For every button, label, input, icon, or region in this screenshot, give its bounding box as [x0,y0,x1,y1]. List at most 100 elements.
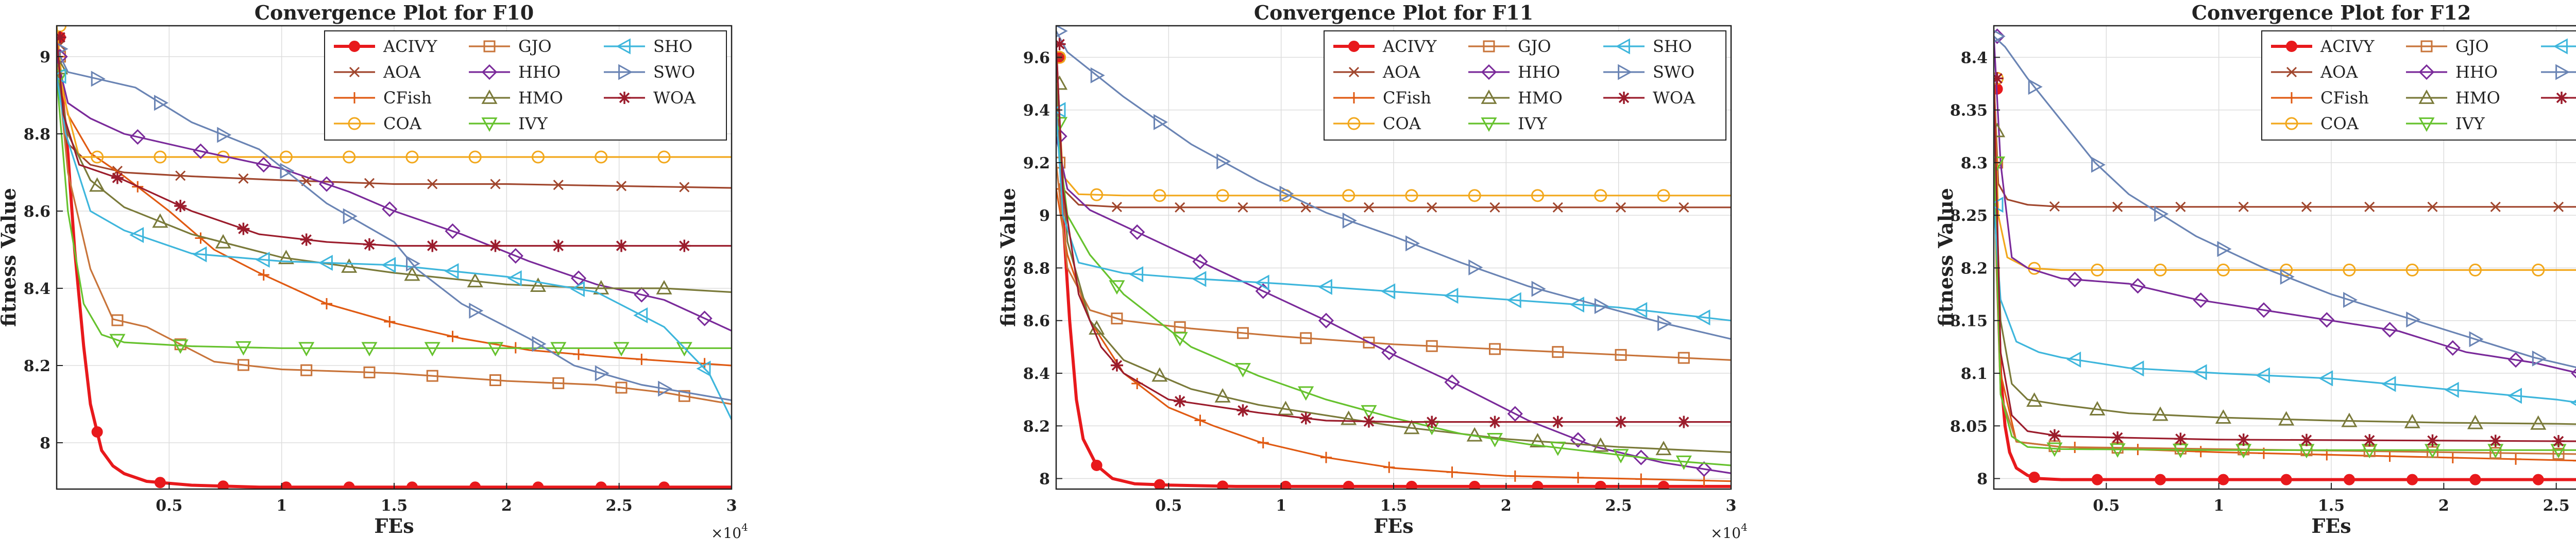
legend-item-aoa: AOA [2271,62,2358,82]
series-marker-hmo [215,234,231,249]
x-tick-label: 3 [1726,497,1737,515]
series-marker-swo [2091,157,2106,173]
series-marker-acivy [280,481,292,489]
legend-marker [2285,117,2298,130]
legend-item-aoa: AOA [1333,62,1420,82]
series-marker-woa [1994,72,2004,85]
series-marker-swo [1405,235,1420,252]
legend-label: WOA [1653,88,1696,108]
series-marker-hho [2571,368,2576,378]
series-marker-aoa [2364,201,2375,212]
x-axis-label: FEs [374,514,414,537]
series-marker-coa [657,150,671,164]
series-marker-coa [1594,189,1607,202]
legend-item-hho: HHO [469,62,561,82]
series-marker-sho [1569,297,1584,313]
series-marker-woa [2174,432,2187,445]
legend-marker [2555,64,2570,80]
y-tick-label: 8.2 [1023,418,1050,436]
chart-panel-3: 0.511.522.5388.058.18.158.28.258.38.358.… [1934,1,2576,537]
series-marker-woa [111,171,124,184]
series-marker-swo [1342,212,1357,229]
legend-item-hmo: HMO [2406,88,2500,108]
series-marker-sho [2255,367,2270,384]
series-marker-swo [91,71,106,87]
series-marker-aoa [2490,201,2501,212]
series-marker-hmo [1529,433,1546,448]
series-marker-acivy [2217,474,2229,485]
legend-label: HHO [1518,62,1560,82]
series-marker-aoa [364,178,375,188]
series-marker-cfish [321,298,332,309]
series-marker-swo [2028,79,2043,95]
series-marker-woa [300,233,313,246]
series-marker-swo [343,208,358,224]
series-marker-hmo [89,177,106,192]
series-marker-gjo [489,374,501,386]
legend-marker [1481,64,1497,80]
series-marker-gjo [1426,340,1438,352]
legend-label: GJO [1518,37,1551,56]
y-tick-label: 8 [40,435,50,453]
x-axis-label: FEs [2311,514,2351,537]
series-marker-hho [1570,432,1586,448]
series-marker-woa [1551,415,1564,428]
series-marker-sho [507,270,522,287]
series-marker-aoa [2301,201,2312,212]
series-marker-ivy [1298,386,1314,401]
x-tick-label: 0.5 [1155,497,1182,515]
series-marker-sho [1696,309,1710,326]
series-line-woa [1056,44,1731,423]
y-tick-label: 8.4 [1961,49,1988,67]
legend-item-gjo: GJO [1468,37,1551,56]
legend-label: HMO [1518,88,1563,108]
series-marker-swo [217,127,232,143]
series-marker-acivy [595,481,607,489]
legend-marker [348,117,361,130]
series-marker-swo [406,255,421,272]
series-line-ivy [1056,123,1731,466]
legend-label: SHO [653,37,692,56]
series-marker-coa [1056,50,1066,64]
series-marker-acivy [154,477,166,489]
series-marker-cfish [1635,473,1647,485]
series-marker-cfish [258,269,269,281]
series-marker-hmo [2404,413,2420,428]
series-marker-acivy [1154,479,1165,489]
legend-item-cfish: CFish [334,88,432,108]
legend-item-hmo: HMO [1468,88,1563,108]
legend-marker [618,64,633,80]
series-marker-gjo [2552,448,2565,460]
series-marker-hho [1056,128,1067,144]
series-group [1994,28,2576,485]
y-tick-label: 8.15 [1950,312,1988,331]
series-marker-coa [2216,264,2230,277]
series-marker-gjo [111,314,124,326]
legend-item-aoa: AOA [334,62,421,82]
series-marker-cfish [573,349,585,360]
series-marker-gjo [1677,352,1690,364]
series-marker-woa [1110,359,1123,372]
series-line-swo [57,48,732,402]
series-marker-woa [363,238,376,251]
series-marker-gjo [363,366,376,378]
series-line-hmo [1056,83,1731,453]
series-marker-coa [91,150,104,164]
legend-label: AOA [2320,62,2358,82]
series-marker-aoa [679,182,690,193]
series-marker-hmo [278,250,294,265]
series-marker-acivy [406,481,418,489]
series-marker-woa [1236,404,1249,417]
series-marker-acivy [2469,474,2481,485]
series-line-woa [57,37,732,247]
series-marker-woa [2552,435,2565,447]
series-marker-ivy [172,339,189,354]
legend-label: GJO [2455,37,2489,56]
legend-label: CFish [2320,88,2369,108]
legend-marker [2286,66,2297,78]
y-tick-label: 8.4 [1023,365,1050,383]
series-marker-hmo [341,258,358,273]
series-marker-acivy [343,481,355,489]
series-marker-woa [678,239,691,252]
x-tick-label: 2 [1501,497,1512,515]
